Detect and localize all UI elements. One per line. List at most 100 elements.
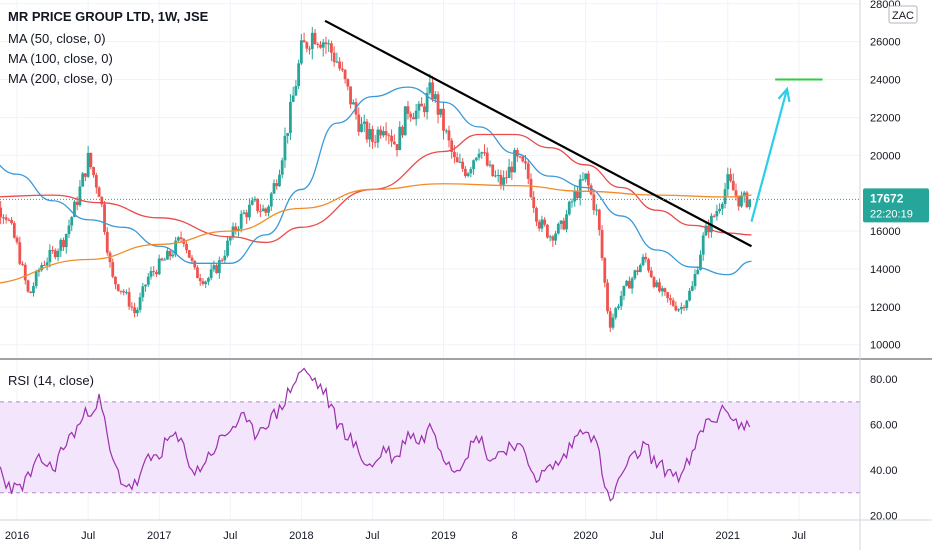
candle-body: [45, 262, 49, 266]
candle-body: [600, 229, 604, 259]
candle-body: [532, 197, 536, 209]
candle-body: [269, 193, 273, 207]
candle-body: [647, 259, 650, 271]
candle-body: [324, 42, 328, 45]
candle-body: [207, 278, 210, 282]
candle-body: [453, 151, 456, 158]
candle-body: [720, 203, 724, 209]
last-price-tag: [863, 188, 929, 223]
candle-body: [130, 306, 134, 308]
ma-100-line: [0, 133, 752, 244]
rsi-band: [0, 401, 860, 493]
candle-body: [187, 250, 191, 258]
candle-body: [1, 217, 5, 219]
candle-body: [586, 173, 590, 186]
candle-body: [671, 300, 675, 306]
candle-body: [472, 160, 475, 170]
candle-body: [641, 256, 645, 266]
candle-body: [256, 198, 260, 212]
candle-body: [748, 199, 752, 208]
candle-body: [455, 157, 459, 163]
candle-body: [332, 52, 336, 63]
candle-body: [469, 169, 473, 174]
price-tick-label: 24000: [870, 75, 901, 87]
candle-body: [220, 260, 224, 262]
rsi-tick-label: 20.00: [870, 510, 898, 522]
candle-body: [745, 192, 749, 208]
candle-body: [103, 204, 106, 233]
candle-body: [480, 152, 484, 154]
time-tick-label: Jul: [365, 530, 379, 542]
candle-body: [543, 219, 547, 225]
candle-body: [545, 224, 549, 238]
candle-body: [392, 141, 396, 145]
candle-body: [190, 257, 194, 261]
candle-body: [603, 258, 607, 283]
time-tick-label: Jul: [650, 530, 664, 542]
candle-body: [597, 209, 601, 230]
candle-body: [535, 208, 538, 222]
candle-body: [734, 190, 738, 196]
candle-body: [127, 292, 131, 307]
candle-body: [485, 152, 489, 166]
candle-body: [529, 178, 533, 198]
candle-body: [215, 265, 219, 274]
candle-body: [715, 211, 719, 217]
candle-body: [133, 307, 137, 314]
candle-body: [171, 254, 175, 257]
trendline: [324, 19, 753, 248]
time-tick-label: 2017: [147, 530, 171, 542]
time-tick-label: Jul: [223, 530, 237, 542]
candle-body: [379, 129, 383, 136]
price-tick-label: 10000: [870, 340, 901, 352]
candle-body: [83, 173, 87, 177]
candle-body: [302, 40, 306, 43]
candle-body: [433, 94, 437, 100]
candle-body: [466, 173, 470, 177]
candle-body: [18, 242, 22, 264]
projection-arrow-shaft: [750, 88, 789, 222]
candle-body: [237, 228, 240, 231]
candle-body: [94, 175, 98, 188]
candle-body: [32, 286, 35, 294]
candle-body: [494, 175, 497, 177]
price-tick-label: 26000: [870, 37, 901, 49]
candle-body: [504, 177, 508, 179]
candle-body: [606, 282, 609, 312]
candle-body: [59, 239, 63, 251]
candle-body: [548, 236, 552, 238]
candle-body: [319, 44, 322, 48]
candle-body: [537, 221, 541, 229]
candle-body: [625, 280, 629, 286]
candle-body: [644, 256, 648, 260]
candle-body: [86, 152, 90, 177]
candle-body: [731, 180, 735, 191]
candle-body: [92, 167, 95, 176]
candle-body: [521, 156, 525, 162]
candle-body: [507, 166, 511, 179]
candle-body: [135, 309, 139, 314]
candle-body: [196, 267, 199, 279]
candle-body: [573, 191, 577, 202]
candle-body: [141, 286, 145, 298]
candle-body: [425, 92, 429, 113]
candle-body: [660, 288, 664, 292]
candle-body: [510, 166, 514, 173]
candle-body: [712, 215, 716, 217]
candle-body: [330, 43, 333, 53]
candle-body: [335, 61, 339, 63]
candle-body: [458, 161, 462, 163]
candle-body: [64, 234, 68, 248]
candle-body: [351, 102, 355, 105]
candle-body: [403, 106, 407, 136]
projection-arrow-head: [777, 86, 791, 103]
candle-body: [122, 291, 126, 293]
candle-body: [299, 40, 303, 64]
candle-body: [21, 263, 24, 265]
candle-body: [436, 94, 440, 115]
candle-body: [248, 204, 251, 218]
rsi-tick-label: 40.00: [870, 465, 898, 477]
candle-body: [524, 161, 527, 164]
